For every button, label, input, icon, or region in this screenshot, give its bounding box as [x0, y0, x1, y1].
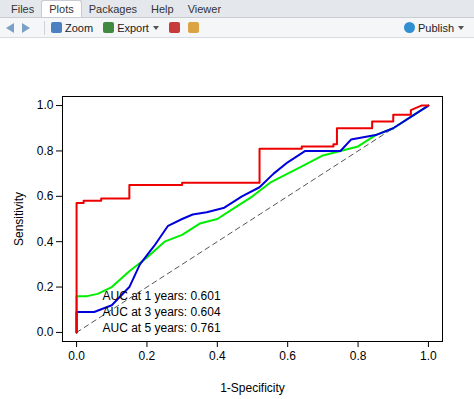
- html-text:Viewer: Viewer: [187, 3, 222, 15]
- html-text:Export: Export: [117, 21, 149, 34]
- svg-text:0.6: 0.6: [279, 349, 296, 363]
- html-text:Files: Files: [11, 3, 35, 15]
- svg-text:AUC at 3 years: 0.604: AUC at 3 years: 0.604: [103, 305, 221, 319]
- svg-text:0.8: 0.8: [350, 349, 367, 363]
- svg-text:1.0: 1.0: [37, 98, 54, 112]
- svg-text:0.0: 0.0: [68, 349, 85, 363]
- svg-text:0.4: 0.4: [37, 235, 54, 249]
- svg-text:1.0: 1.0: [420, 349, 437, 363]
- svg-text:0.6: 0.6: [37, 189, 54, 203]
- svg-text:0.8: 0.8: [37, 144, 54, 158]
- html-text:Zoom: Zoom: [65, 21, 94, 34]
- svg-text:AUC at 5 years: 0.761: AUC at 5 years: 0.761: [103, 321, 221, 335]
- svg-text:0.0: 0.0: [37, 325, 54, 339]
- html-text:Publish: Publish: [417, 21, 454, 34]
- svg-text:AUC at 1 years: 0.601: AUC at 1 years: 0.601: [103, 289, 221, 303]
- html-text:Packages: Packages: [88, 3, 137, 15]
- html-text:Plots: Plots: [49, 3, 74, 15]
- svg-text:0.2: 0.2: [37, 280, 54, 294]
- html-text:Help: Help: [151, 3, 174, 15]
- svg-text:1-Specificity: 1-Specificity: [220, 381, 285, 395]
- svg-text:0.4: 0.4: [209, 349, 226, 363]
- svg-text:0.2: 0.2: [139, 349, 156, 363]
- svg-text:Sensitivity: Sensitivity: [12, 192, 26, 246]
